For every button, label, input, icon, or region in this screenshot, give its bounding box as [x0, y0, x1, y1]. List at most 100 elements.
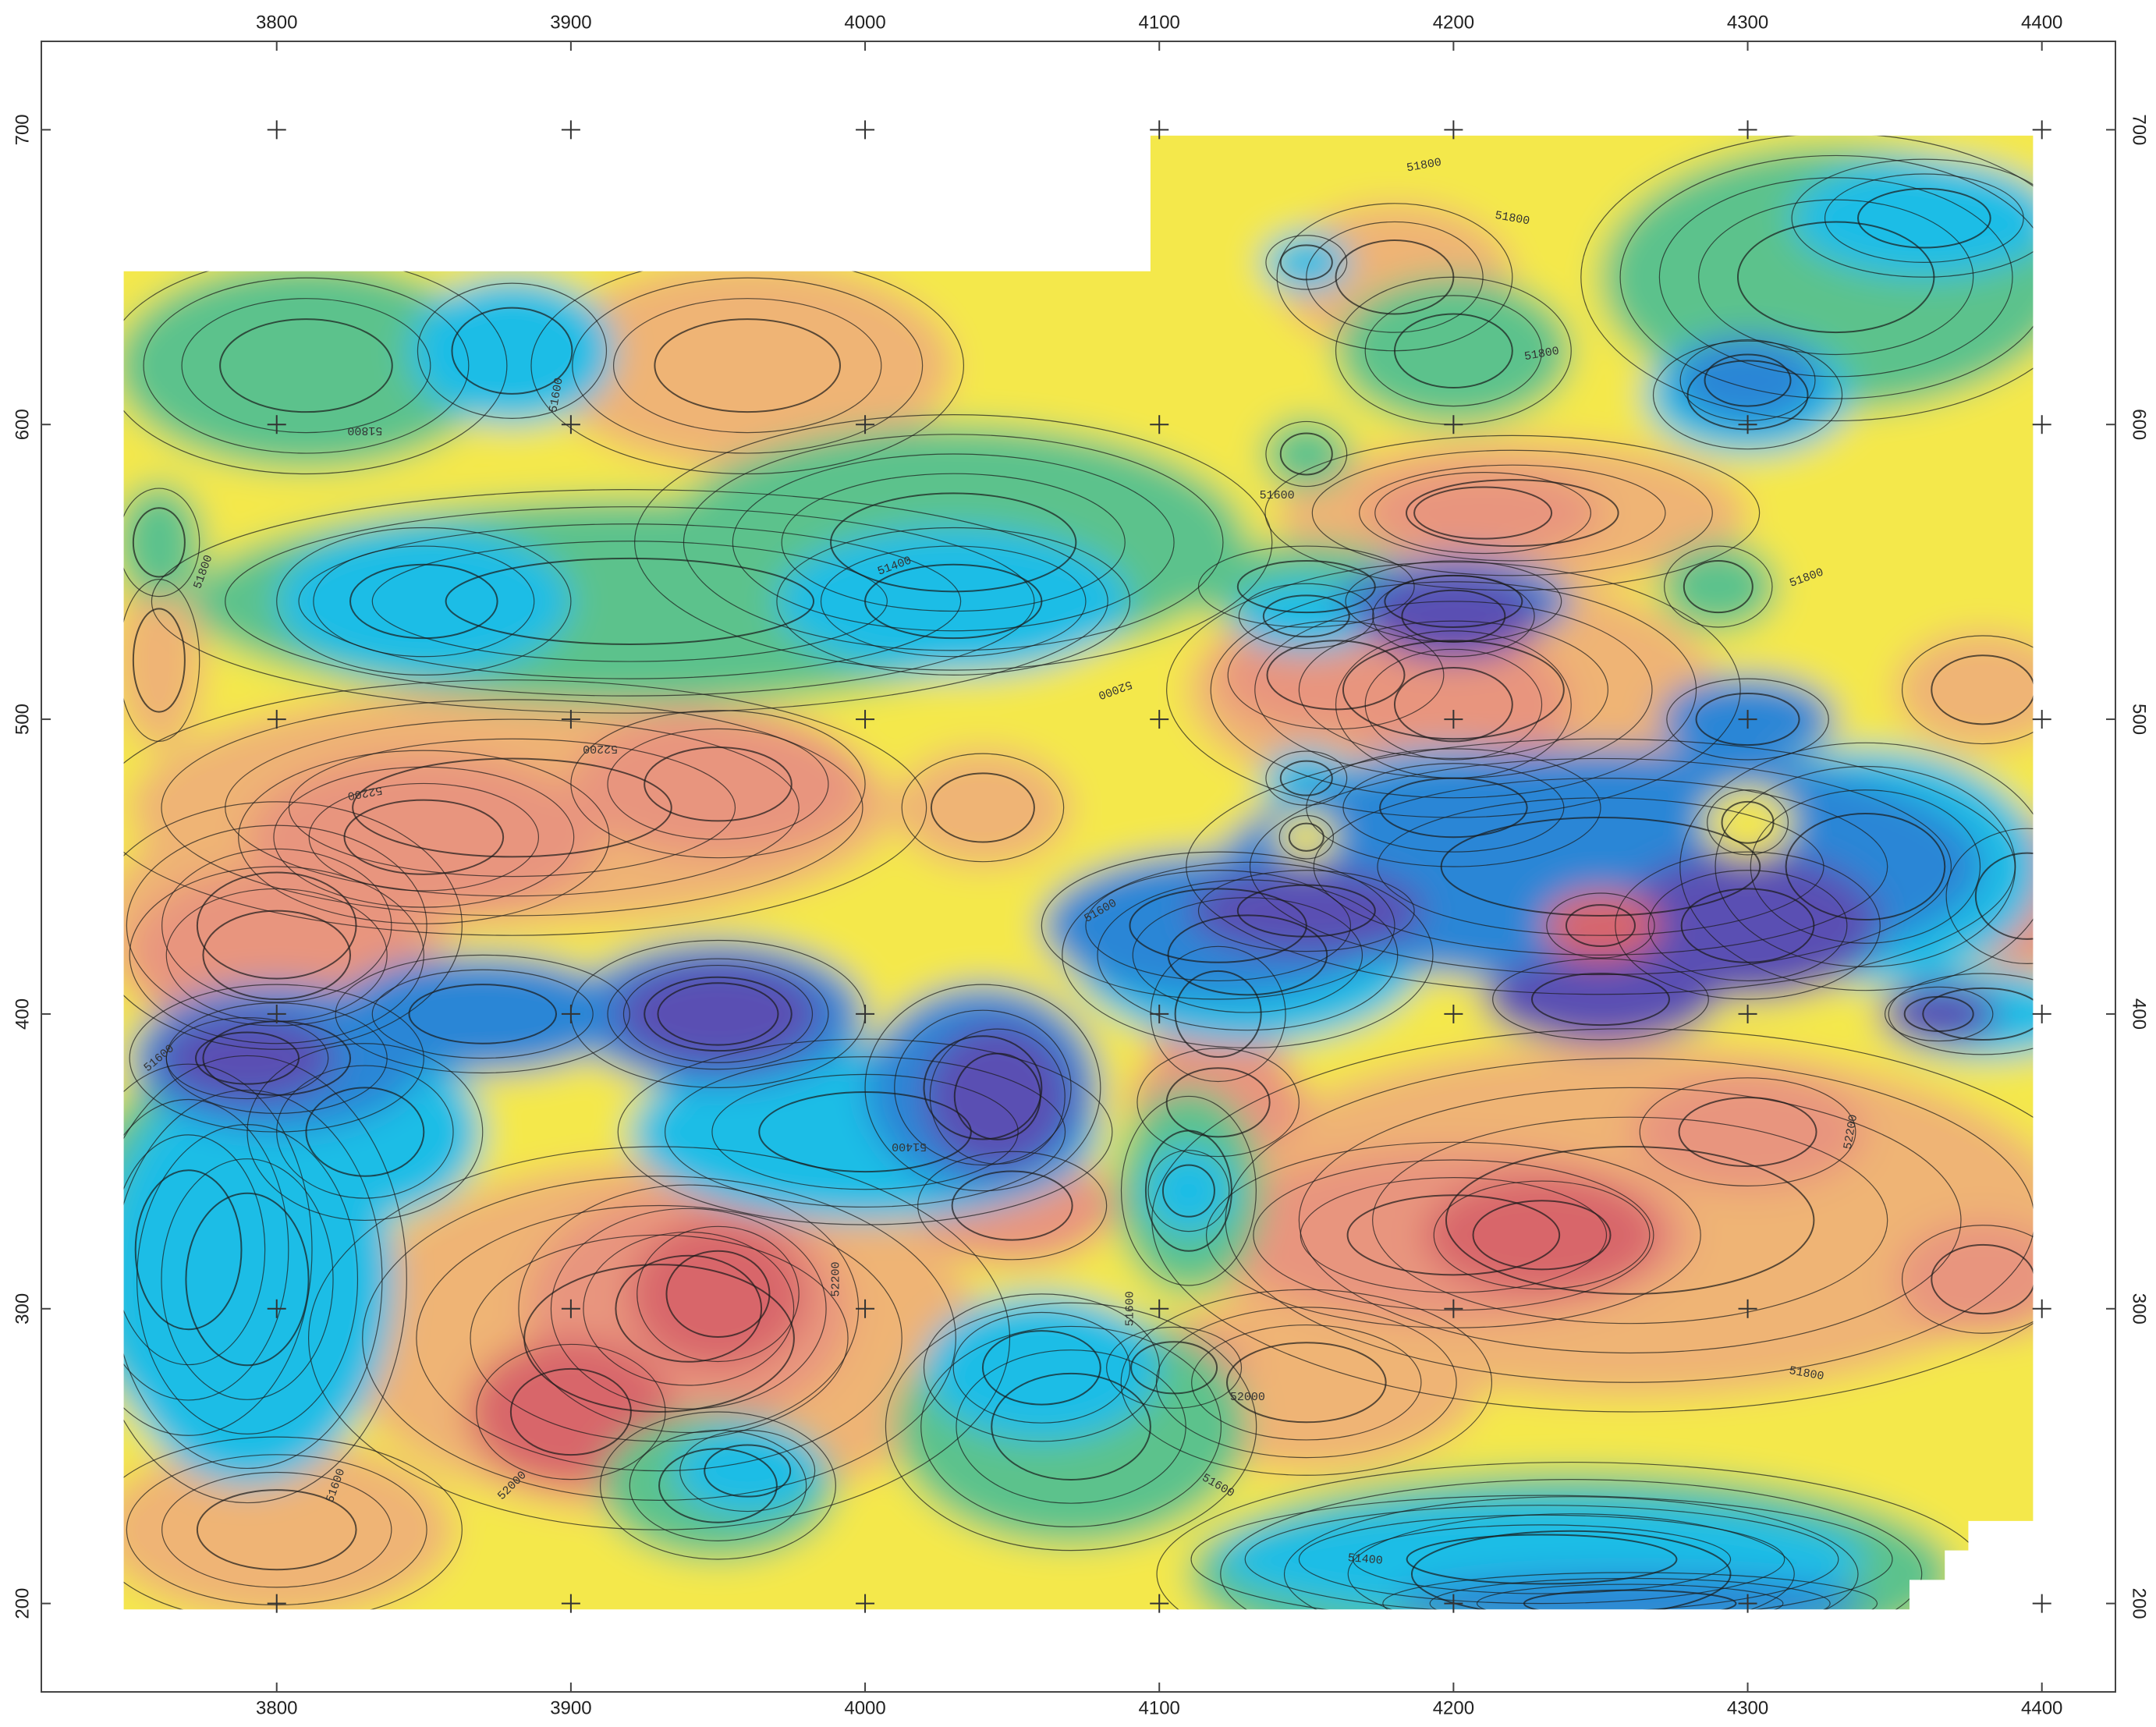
contour-line — [1227, 620, 1445, 730]
y-tick-label-right: 600 — [2129, 409, 2150, 440]
contour-line — [1165, 1067, 1271, 1138]
x-tick-label-bottom: 3800 — [256, 1697, 297, 1718]
contour-line — [1342, 763, 1565, 853]
contour-line — [1647, 870, 1848, 982]
contour-line — [1279, 760, 1333, 796]
contour-line — [1364, 648, 1543, 761]
contour-line — [711, 1073, 1019, 1190]
contour-line — [1698, 199, 1974, 356]
contour-line — [1565, 904, 1636, 948]
contour-line — [1129, 888, 1307, 963]
contour-line — [864, 984, 1101, 1192]
field-blob — [924, 1293, 1160, 1442]
contour-line — [1903, 995, 1974, 1032]
x-tick-label-bottom: 4400 — [2021, 1697, 2062, 1718]
contour-line — [1429, 1577, 1831, 1610]
field-blob — [335, 955, 630, 1073]
x-tick-label-top: 4000 — [844, 12, 885, 33]
contour-line — [1197, 545, 1415, 628]
contour-line — [371, 969, 594, 1059]
contour-line — [1678, 1096, 1817, 1168]
contour-line — [665, 1250, 771, 1338]
contour-line — [1393, 313, 1513, 388]
contour-line — [1445, 1145, 1815, 1295]
contour-line — [151, 489, 1108, 714]
contour-line — [654, 318, 841, 413]
contour-line — [1197, 870, 1415, 952]
contour-line — [123, 1098, 289, 1401]
contour-line — [161, 848, 392, 1003]
contour-line — [781, 473, 1126, 612]
contour-line — [1190, 1495, 1893, 1610]
contour-line — [1931, 654, 2034, 725]
contour-line — [901, 753, 1065, 863]
field-blob — [123, 572, 204, 749]
contour-line — [1186, 738, 2016, 995]
contour-line — [1888, 973, 2034, 1055]
contour-line — [1352, 1524, 1732, 1594]
field-blob — [1365, 468, 1601, 558]
contour-line — [143, 277, 470, 454]
contour-line — [185, 1192, 310, 1367]
contour-line — [617, 1038, 1113, 1225]
contour-line — [123, 578, 200, 743]
contour-line — [352, 757, 672, 858]
contour-line — [276, 527, 572, 676]
contour-line — [664, 1056, 1066, 1208]
contour-line — [920, 1325, 1222, 1528]
contour-line — [349, 563, 498, 640]
contour-line — [1413, 486, 1553, 540]
contour-label: 51400 — [1347, 1551, 1383, 1568]
contour-line — [1824, 173, 2024, 263]
y-tick-label-left: 200 — [12, 1588, 33, 1619]
contour-line — [126, 824, 427, 1027]
contour-line — [335, 954, 630, 1074]
contour-line — [1062, 861, 1434, 1048]
contour-line — [1410, 1530, 1732, 1610]
contour-line — [1120, 1289, 1493, 1476]
contour-line — [981, 1330, 1101, 1406]
contour-line — [196, 1489, 357, 1571]
contour-line — [1664, 545, 1773, 628]
field-blob — [1262, 232, 1351, 293]
contour-line — [1680, 888, 1815, 963]
field-blob — [1895, 630, 2034, 749]
field-blob — [1659, 542, 1778, 631]
contour-line — [1406, 1534, 1678, 1585]
contour-line — [622, 964, 814, 1063]
contour-line — [1347, 1513, 1795, 1610]
contour-label: 51600 — [1260, 489, 1295, 502]
contour-line — [313, 545, 535, 658]
contour-line — [658, 1448, 778, 1523]
contour-line — [732, 453, 1175, 632]
y-tick-label-left: 700 — [12, 114, 33, 145]
contour-line — [132, 507, 186, 578]
field-colors — [123, 135, 2034, 1610]
contour-line — [196, 871, 357, 980]
y-tick-label-left: 400 — [12, 998, 33, 1030]
field-blob — [673, 1426, 821, 1516]
contour-line — [161, 1158, 334, 1400]
contour-line — [1147, 1150, 1230, 1232]
contour-line — [612, 298, 882, 434]
contour-line — [1283, 1496, 1859, 1610]
contour-line — [1313, 778, 1888, 956]
field-blob — [629, 1220, 807, 1368]
contour-line — [956, 1349, 1186, 1504]
contour-line — [1372, 1116, 1888, 1325]
field-blob — [1394, 1573, 1866, 1610]
contour-line — [1205, 1141, 1701, 1328]
contour-line — [343, 799, 505, 875]
contour-line — [704, 1444, 792, 1498]
contour-line — [1974, 852, 2034, 940]
contour-line — [929, 1028, 1066, 1165]
contour-line — [1750, 789, 1981, 944]
contour-line — [1298, 1087, 1962, 1354]
contour-line — [1220, 1479, 1923, 1610]
field-blob — [1541, 890, 1660, 961]
field-blob — [1262, 418, 1351, 490]
contour-line — [1278, 814, 1334, 860]
contour-line — [1041, 851, 1395, 1000]
contour-line — [629, 1430, 807, 1541]
